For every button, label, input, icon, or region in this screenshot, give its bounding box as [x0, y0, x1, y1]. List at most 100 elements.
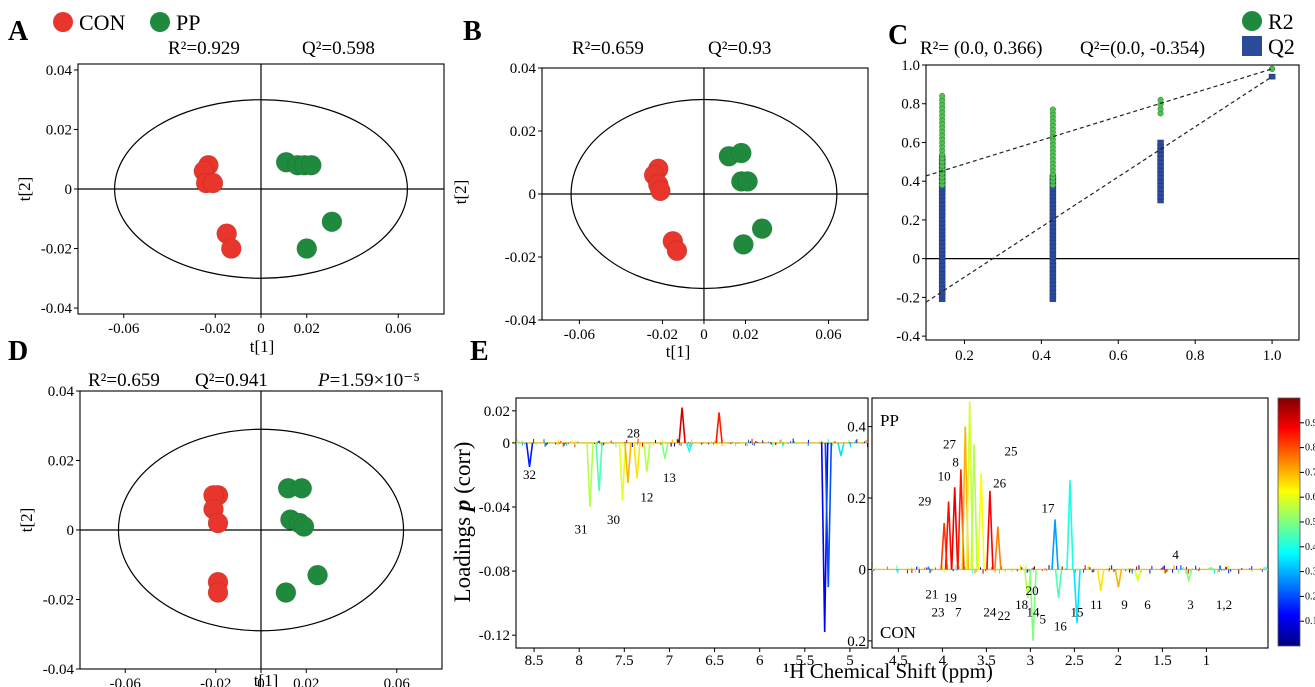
xtick-label-e-left: 8.5	[525, 653, 544, 669]
loading-peak-left	[715, 412, 723, 443]
score-point-pp-d	[293, 516, 315, 537]
hotelling-ellipse-d	[117, 428, 405, 632]
ytick-label-c: 0.4	[901, 174, 920, 190]
peak-label-right: 14	[1027, 604, 1041, 619]
xtick-label-e-left: 6.5	[705, 653, 724, 669]
ytick-label-a: -0.02	[41, 242, 72, 258]
loading-peak-left	[633, 442, 641, 479]
ylabel-e-pre: Loadings	[450, 511, 475, 602]
peak-label-right: 5	[1039, 611, 1046, 626]
ytick-label-e-left: 0	[503, 436, 511, 452]
peak-label-right: 25	[1005, 444, 1018, 459]
score-point-pp-d	[275, 582, 297, 603]
score-point-con-a	[220, 238, 242, 259]
xtick-label-e-left: 6	[756, 653, 764, 669]
loading-peak-right	[1054, 569, 1063, 599]
xtick-label-e-right: 1	[1203, 653, 1211, 669]
ytick-label-a: 0.02	[46, 122, 72, 138]
ytick-label-e-left: -0.08	[479, 564, 510, 580]
peak-label-left: 13	[663, 470, 676, 485]
ytick-label-b: 0.04	[510, 61, 537, 77]
stat-p-value: =1.59×10⁻⁵	[330, 370, 420, 391]
colorbar-tick-label: 0.1	[1305, 616, 1315, 627]
peak-label-right: 19	[944, 590, 957, 605]
xtick-label-c: 0.6	[1109, 348, 1128, 364]
ytick-label-b: -0.04	[505, 313, 537, 329]
loading-peak-left	[678, 407, 686, 443]
xtick-label-c: 1.0	[1263, 348, 1282, 364]
peak-label-right: 22	[998, 608, 1011, 623]
peak-label-right: 3	[1187, 597, 1194, 612]
xlabel-e: ¹H Chemical Shift (ppm)	[783, 659, 993, 683]
loading-peak-left	[624, 442, 632, 483]
legend-marker-pp	[150, 12, 170, 32]
peak-label-right: 17	[1042, 501, 1056, 516]
ytick-label-c: 0.8	[901, 97, 920, 113]
ytick-label-d: -0.04	[43, 662, 75, 678]
ytick-label-c: 1.0	[901, 58, 920, 74]
plot-frame-c	[925, 64, 1300, 341]
con-region-label: CON	[880, 623, 916, 642]
xtick-label-b: -0.02	[647, 327, 678, 343]
loading-peak-right	[986, 490, 994, 570]
xtick-label-c: 0.2	[955, 348, 974, 364]
stat-r2-c: R²= (0.0, 0.366)	[920, 38, 1043, 59]
stat-r2-b: R²=0.659	[572, 38, 644, 59]
xtick-label-d: -0.02	[200, 676, 231, 687]
score-point-pp-d	[307, 564, 328, 586]
xtick-label-e-right: 3	[1027, 653, 1035, 669]
loading-peak-right	[994, 526, 1002, 570]
ytick-label-e-left: -0.04	[479, 500, 511, 516]
xtick-label-a: 0	[257, 321, 265, 337]
ylabel-e: Loadings p (corr)	[450, 442, 475, 603]
hotelling-ellipse-a	[114, 99, 408, 279]
loading-peak-right	[950, 487, 959, 570]
colorbar-tick-label: 0.6	[1305, 492, 1315, 503]
ylabel-a: t[2]	[15, 177, 34, 202]
plot-frame-e-right	[871, 397, 1269, 649]
peak-label-right: 20	[1026, 583, 1039, 598]
xtick-label-b: 0	[700, 327, 708, 343]
stat-q2-c: Q²=(0.0, -0.354)	[1080, 38, 1205, 59]
xtick-label-b: -0.06	[564, 327, 596, 343]
xtick-label-e-left: 7.5	[615, 653, 634, 669]
xtick-label-e-left: 5.5	[795, 653, 814, 669]
xtick-label-a: -0.02	[200, 321, 231, 337]
ytick-label-e-right: 0.2	[847, 634, 866, 650]
loading-peak-left	[586, 442, 594, 508]
xtick-label-d: -0.06	[110, 676, 142, 687]
loading-peak-right	[1207, 566, 1215, 571]
stat-p-d: P=1.59×10⁻⁵	[317, 370, 420, 391]
loading-peak-right	[944, 501, 953, 570]
xtick-label-e-left: 7	[666, 653, 674, 669]
stat-p-symbol: P	[317, 370, 330, 391]
xtick-label-b: 0.02	[732, 327, 758, 343]
score-point-con-d	[207, 512, 229, 534]
peak-label-right: 29	[918, 494, 931, 509]
loading-peak-left	[837, 442, 845, 456]
xtick-label-e-right: 4.5	[889, 653, 908, 669]
peak-label-right: 8	[952, 454, 959, 469]
ytick-label-d: 0.02	[48, 454, 74, 470]
ytick-label-d: 0.04	[48, 384, 75, 400]
loading-peak-left	[685, 442, 694, 454]
legend-label-r2: R2	[1268, 9, 1294, 34]
ytick-label-d: -0.02	[43, 593, 74, 609]
loading-peak-right	[1097, 569, 1105, 591]
peak-label-left: 12	[640, 489, 653, 504]
ytick-label-c: -0.4	[896, 329, 920, 345]
peak-label-right: 26	[993, 476, 1007, 491]
legend-label-pp: PP	[176, 10, 200, 35]
ytick-label-d: 0	[67, 523, 75, 539]
xtick-label-a: -0.06	[108, 321, 140, 337]
r2-point	[1049, 106, 1056, 113]
peak-label-left: 32	[523, 467, 536, 482]
xtick-label-b: 0.06	[815, 327, 842, 343]
ytick-label-e-left: 0.02	[484, 404, 510, 420]
peak-label-right: 18	[1015, 597, 1028, 612]
peak-label-right: 23	[932, 604, 945, 619]
stat-q2-b: Q²=0.93	[708, 38, 771, 59]
ytick-label-e-right: 0	[859, 562, 867, 578]
xtick-label-d: 0.02	[293, 676, 319, 687]
colorbar-tick-label: 0.2	[1305, 591, 1315, 602]
